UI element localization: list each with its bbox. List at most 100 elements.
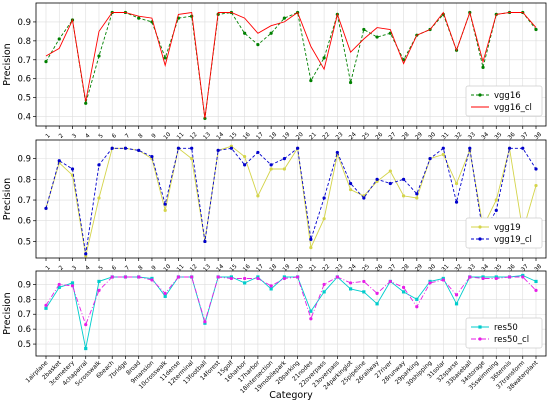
data-point-vgg19	[534, 183, 538, 188]
data-point-res50_cl	[362, 279, 366, 284]
data-point-vgg19_cl	[415, 192, 419, 196]
x-tick-label: 14	[216, 131, 226, 141]
series-line-res50_cl	[45, 276, 537, 327]
data-point-res50	[70, 281, 75, 285]
data-point-res50_cl	[507, 275, 512, 279]
data-point-res50	[454, 302, 459, 306]
data-point-vgg19	[163, 208, 167, 212]
x-tick-label: 4	[85, 133, 92, 140]
series-line-vgg16	[45, 10, 537, 119]
data-point-vgg19_cl	[269, 163, 273, 167]
legend-marker	[478, 225, 482, 229]
data-point-vgg16	[362, 27, 366, 32]
legend-marker	[478, 325, 482, 329]
x-tick-label: 36	[507, 131, 517, 141]
data-point-vgg19	[256, 194, 260, 198]
data-point-vgg19	[494, 198, 498, 202]
data-point-vgg16	[256, 43, 260, 47]
x-tick-label: 5	[98, 133, 105, 140]
y-tick-label: 0.8	[17, 175, 31, 185]
x-tick-label: 33	[467, 131, 477, 141]
x-tick-label: 13	[203, 131, 213, 141]
x-tick-label: 11	[176, 263, 186, 273]
data-point-vgg19	[309, 246, 313, 250]
x-tick-label: 29	[414, 263, 424, 273]
data-point-vgg16	[243, 31, 247, 35]
y-tick-label: 0.9	[17, 18, 31, 28]
x-tick-label: 31	[441, 263, 451, 273]
plot-frame	[35, 2, 547, 127]
data-point-vgg19_cl	[150, 154, 154, 159]
data-point-vgg19	[401, 194, 406, 198]
legend-box	[465, 317, 543, 349]
data-point-vgg19_cl	[216, 148, 220, 152]
data-point-vgg19_cl	[57, 159, 61, 163]
legend-label: vgg19_cl	[494, 235, 532, 245]
data-point-res50_cl	[415, 305, 419, 309]
x-tick-label: 28	[401, 263, 411, 273]
data-point-res50_cl	[84, 323, 88, 327]
data-point-vgg16	[137, 16, 141, 20]
x-tick-label: 22	[322, 131, 332, 141]
y-axis-label: Precision	[2, 43, 13, 85]
x-tick-label: 13	[203, 263, 213, 273]
data-point-vgg19	[243, 154, 247, 159]
x-tick-label: 26	[375, 131, 385, 141]
x-tick-label: 10	[163, 131, 173, 141]
legend-label: vgg19	[494, 223, 521, 233]
x-axis-label: Category	[269, 390, 313, 401]
data-point-vgg19	[415, 196, 419, 200]
x-tick-label: 11	[176, 131, 186, 141]
data-point-vgg19_cl	[534, 167, 538, 171]
data-point-res50	[163, 294, 167, 298]
x-tick-label: 37	[520, 263, 530, 273]
y-tick-label: 0.6	[17, 217, 31, 227]
x-tick-label: 38	[534, 263, 544, 273]
data-point-vgg19_cl	[70, 167, 75, 171]
data-point-vgg19_cl	[163, 202, 167, 206]
data-point-vgg19	[322, 217, 326, 221]
data-point-res50_cl	[150, 278, 154, 282]
x-tick-label: 8	[138, 265, 145, 272]
data-point-vgg16	[269, 31, 273, 35]
data-point-res50	[269, 287, 273, 291]
x-tick-label: 9	[151, 265, 158, 272]
data-point-vgg16	[375, 35, 379, 39]
data-point-res50_cl	[494, 276, 498, 281]
data-point-vgg19_cl	[441, 146, 445, 150]
data-point-vgg19_cl	[282, 157, 286, 161]
legend: vgg16 vgg16_cl	[465, 85, 543, 117]
data-point-vgg19_cl	[256, 150, 260, 155]
chart-panel-3: 0.50.60.70.80.91airplane2basket3cemetery…	[2, 270, 547, 401]
data-point-res50_cl	[203, 320, 207, 324]
data-point-res50_cl	[229, 276, 234, 281]
data-point-res50_cl	[454, 293, 459, 297]
data-point-res50_cl	[44, 303, 48, 307]
x-tick-label: 23	[335, 263, 345, 273]
y-axis-label: Precision	[2, 178, 13, 220]
data-point-vgg16	[84, 101, 88, 105]
y-tick-label: 0.6	[17, 75, 31, 85]
legend: vgg19 vgg19_cl	[465, 217, 543, 249]
y-tick-label: 0.8	[17, 295, 31, 305]
x-tick-label: 1	[45, 265, 52, 272]
x-tick-label: 30	[428, 131, 438, 141]
x-tick-label: 16	[242, 263, 252, 273]
x-tick-label: 15	[229, 131, 239, 141]
x-tick-label: 27	[388, 131, 398, 141]
x-tick-label: 2	[58, 265, 65, 272]
x-tick-label: 21	[309, 131, 319, 141]
chart-panel-2: 0.50.60.70.80.91 2 3 4 5 6 7 8 9 10 11 12 13 14 15 16 17…	[2, 139, 547, 273]
data-point-res50_cl	[97, 288, 101, 292]
x-tick-label: 20	[295, 263, 305, 273]
x-tick-label: 25	[362, 263, 372, 273]
data-point-res50_cl	[348, 281, 353, 285]
legend-marker	[478, 237, 482, 241]
data-point-res50_cl	[137, 275, 141, 279]
x-tick-label: 18	[269, 131, 279, 141]
data-point-vgg19	[282, 167, 286, 171]
data-point-res50	[84, 346, 88, 351]
series-line-vgg19	[45, 145, 537, 257]
x-tick-label: 32	[454, 263, 464, 273]
